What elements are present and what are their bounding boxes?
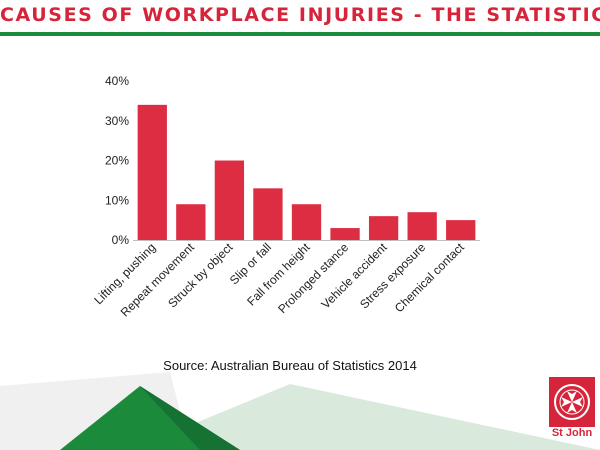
page-title: CAUSES OF WORKPLACE INJURIES - THE STATI… bbox=[0, 4, 600, 26]
y-tick-label: 10% bbox=[105, 193, 129, 207]
logo-emblem bbox=[549, 377, 595, 427]
bar bbox=[291, 204, 322, 240]
bar bbox=[253, 188, 283, 240]
footer-green-shade bbox=[140, 386, 240, 450]
footer-light-green-shape bbox=[130, 384, 600, 450]
x-tick-label: Chemical contact bbox=[392, 240, 467, 315]
st-john-logo: St John bbox=[549, 377, 595, 443]
bar bbox=[214, 160, 245, 240]
y-tick-label: 20% bbox=[105, 154, 129, 168]
bar bbox=[330, 228, 360, 240]
maltese-cross-icon bbox=[554, 384, 590, 420]
source-note: Source: Australian Bureau of Statistics … bbox=[163, 358, 417, 373]
title-underline bbox=[0, 32, 600, 36]
bar bbox=[137, 104, 167, 240]
x-tick-label: Prolonged stance bbox=[275, 240, 351, 316]
y-tick-label: 0% bbox=[112, 233, 130, 247]
x-tick-label: Stress exposure bbox=[357, 240, 428, 311]
logo-text: St John bbox=[551, 427, 593, 439]
y-tick-label: 40% bbox=[105, 74, 129, 88]
y-tick-label: 30% bbox=[105, 114, 129, 128]
bar bbox=[176, 204, 206, 240]
footer-decoration bbox=[0, 372, 600, 450]
x-tick-label: Vehicle accident bbox=[319, 240, 391, 312]
bar bbox=[446, 220, 476, 240]
bar bbox=[368, 216, 399, 240]
bar bbox=[407, 212, 437, 240]
